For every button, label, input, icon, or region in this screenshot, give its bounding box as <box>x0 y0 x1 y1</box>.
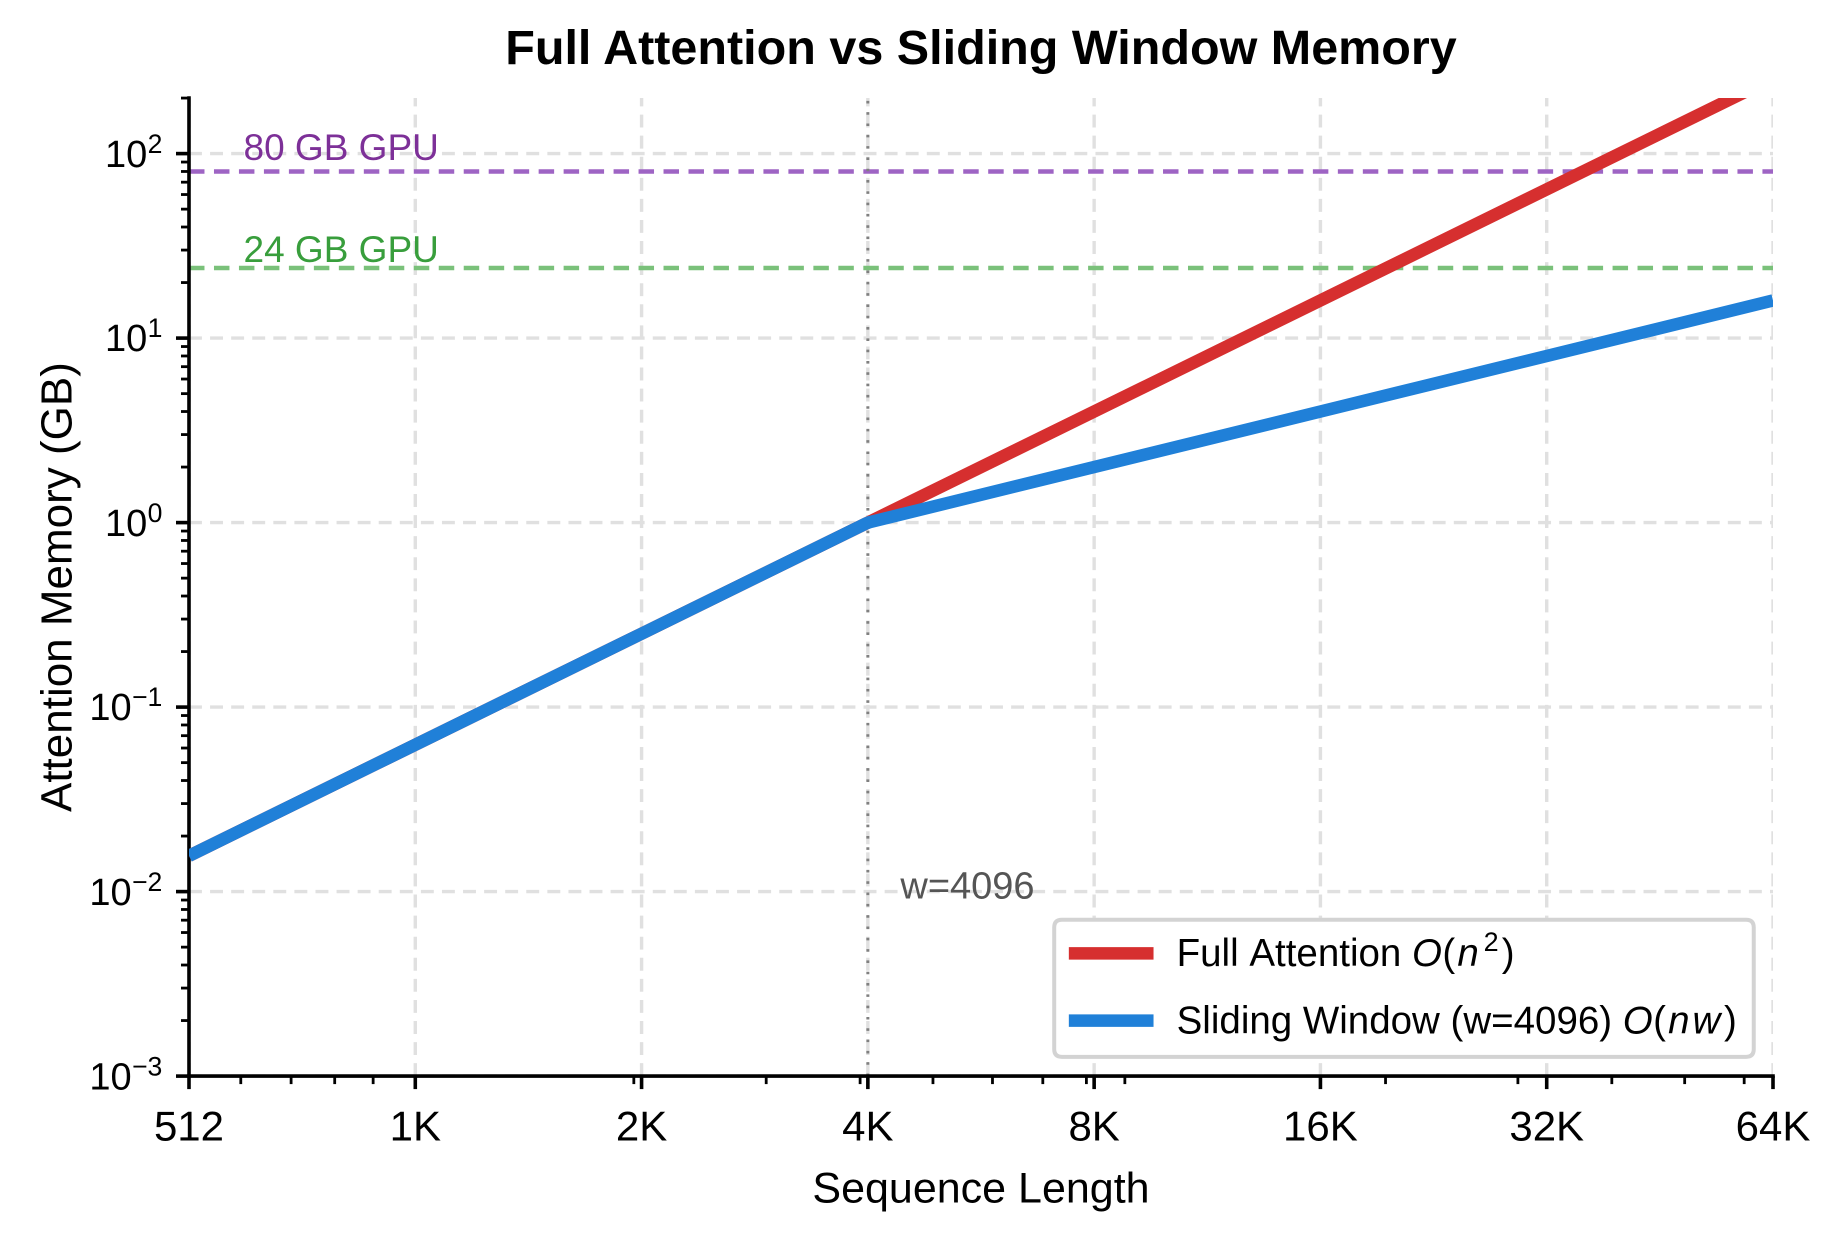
svg-text:1 0 −: 1 0 − 2 <box>89 867 162 914</box>
svg-text:Attention Memory (GB): Attention Memory (GB) <box>32 362 81 812</box>
svg-text:1 0 1: 1 0 1 <box>105 313 162 360</box>
svg-text:Full Attention vs Sliding Wind: Full Attention vs Sliding Window Memory <box>505 21 1457 75</box>
svg-text:S l i d: S l i d i n g W i n d o w ( w = 4 0 9 6 … <box>1177 1000 1737 1043</box>
svg-text:8K: 8K <box>1068 1103 1119 1150</box>
svg-text:80 GB GPU: 80 GB GPU <box>244 127 439 168</box>
svg-text:1 0 −: 1 0 − 3 <box>89 1051 162 1098</box>
svg-text:1 0 0: 1 0 0 <box>105 498 162 545</box>
svg-text:Sequence Length: Sequence Length <box>812 1164 1149 1212</box>
svg-text:w=4096: w=4096 <box>899 866 1034 908</box>
svg-text:32K: 32K <box>1509 1103 1584 1150</box>
svg-text:64K: 64K <box>1736 1103 1811 1150</box>
svg-text:16K: 16K <box>1283 1103 1358 1150</box>
svg-text:512: 512 <box>154 1103 224 1150</box>
svg-text:4K: 4K <box>842 1103 893 1150</box>
svg-text:2K: 2K <box>616 1103 667 1150</box>
svg-text:F u l l: F u l l A t t e n t i o n O n ( ) 2 <box>1177 927 1519 975</box>
svg-text:1K: 1K <box>390 1103 441 1150</box>
svg-text:24 GB GPU: 24 GB GPU <box>244 229 439 270</box>
svg-text:1 0 −: 1 0 − 1 <box>89 682 162 729</box>
svg-text:1 0 2: 1 0 2 <box>105 129 162 176</box>
